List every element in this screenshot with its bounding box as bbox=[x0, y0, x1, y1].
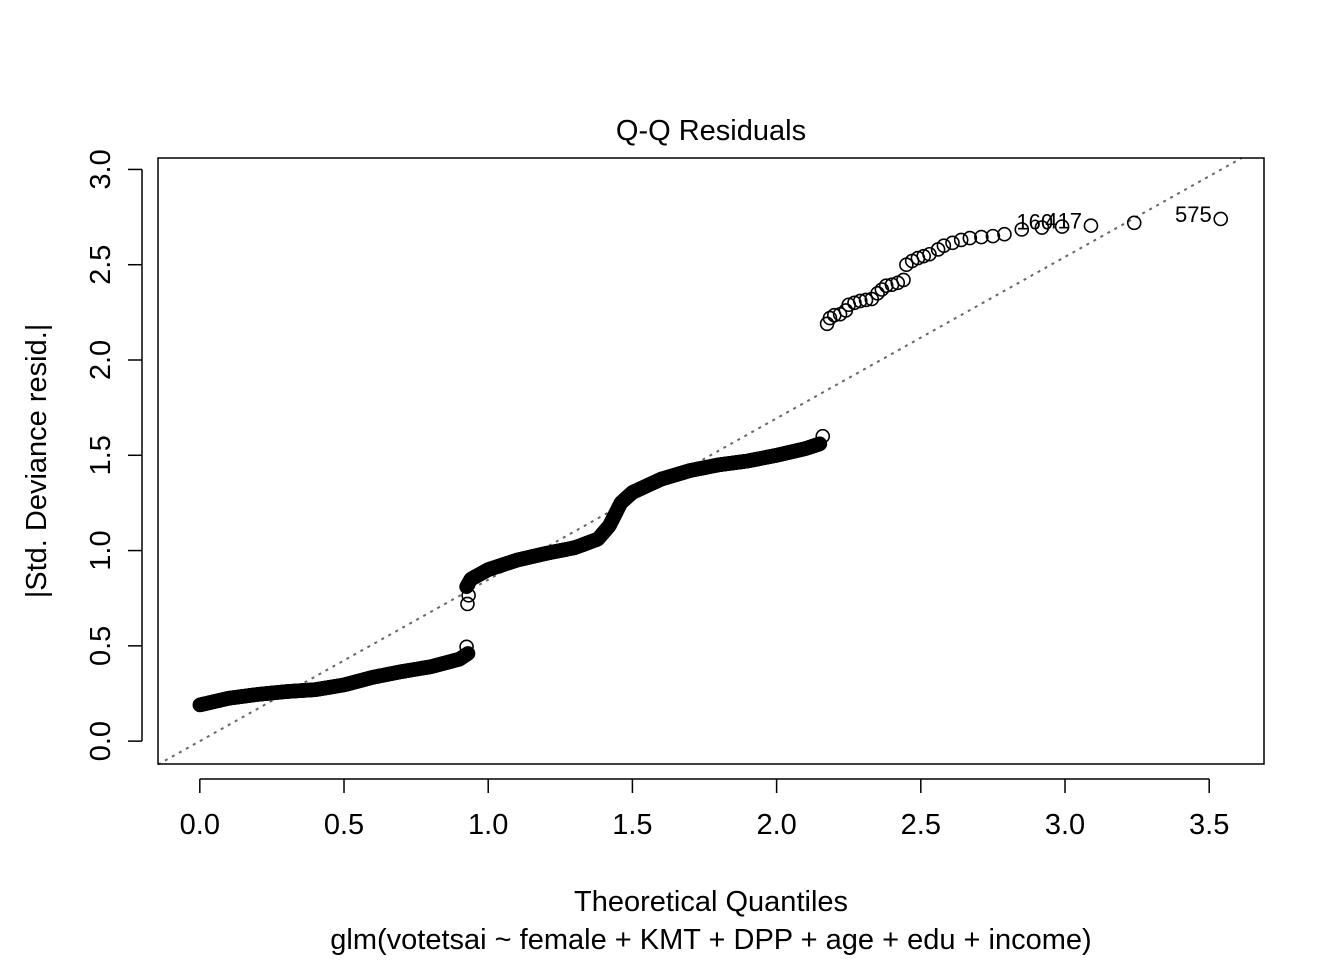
reference-line bbox=[157, 157, 1243, 766]
y-tick-label: 0.0 bbox=[85, 721, 117, 761]
x-axis-label: Theoretical Quantiles bbox=[574, 886, 848, 918]
x-tick-label: 2.5 bbox=[901, 809, 941, 841]
data-point bbox=[985, 228, 1001, 244]
y-tick-label: 0.5 bbox=[85, 626, 117, 666]
x-tick-label: 3.5 bbox=[1189, 809, 1229, 841]
x-tick-label: 1.5 bbox=[612, 809, 652, 841]
data-point bbox=[916, 248, 931, 264]
data-point bbox=[1014, 222, 1030, 237]
y-tick-label: 3.0 bbox=[85, 149, 117, 189]
data-point bbox=[1126, 215, 1142, 231]
chart-title: Q-Q Residuals bbox=[616, 115, 806, 147]
data-point bbox=[461, 588, 476, 603]
data-point bbox=[460, 596, 475, 612]
data-point bbox=[1213, 211, 1229, 227]
data-point bbox=[974, 229, 989, 245]
x-tick-label: 3.0 bbox=[1045, 809, 1085, 841]
data-point bbox=[936, 238, 952, 253]
y-axis-label: |Std. Deviance resid.| bbox=[21, 324, 53, 599]
x-tick-label: 1.0 bbox=[468, 809, 508, 841]
data-point bbox=[870, 285, 885, 301]
axes-layer: 0.0 0.5 1.0 1.5 2.0 2.5 3.0 3.5 0.0 0.5 1.0 1.5 2.0 2… bbox=[85, 149, 1229, 841]
data-point bbox=[945, 235, 960, 251]
data-point bbox=[1083, 218, 1099, 233]
data-point bbox=[852, 293, 868, 309]
data-point bbox=[815, 428, 831, 444]
data-point bbox=[858, 292, 874, 308]
plot-frame bbox=[157, 157, 1265, 765]
data-point bbox=[953, 232, 969, 248]
data-point bbox=[896, 272, 911, 288]
x-tick-label: 0.0 bbox=[180, 809, 220, 841]
y-tick-label: 1.5 bbox=[85, 435, 117, 475]
point-label: 160 bbox=[1016, 210, 1053, 235]
data-point bbox=[922, 246, 937, 262]
x-tick-label: 0.5 bbox=[324, 809, 364, 841]
data-point bbox=[812, 436, 828, 452]
data-point bbox=[997, 226, 1012, 242]
reference-line-layer bbox=[157, 157, 1243, 766]
y-tick-label: 2.0 bbox=[85, 340, 117, 380]
y-tick-label: 2.5 bbox=[85, 245, 117, 285]
data-point bbox=[460, 646, 476, 661]
data-point bbox=[822, 310, 838, 326]
data-point bbox=[1054, 219, 1070, 234]
x-tick-label: 2.0 bbox=[756, 809, 796, 841]
chart-subtitle: glm(votetsai ~ female + KMT + DPP + age … bbox=[330, 924, 1091, 956]
data-point bbox=[1034, 220, 1050, 235]
data-point bbox=[962, 230, 978, 246]
point-label: 575 bbox=[1175, 202, 1212, 227]
y-tick-label: 1.0 bbox=[85, 530, 117, 570]
data-point bbox=[459, 639, 474, 655]
data-points-layer bbox=[192, 211, 1229, 713]
point-label: 417 bbox=[1045, 209, 1082, 234]
